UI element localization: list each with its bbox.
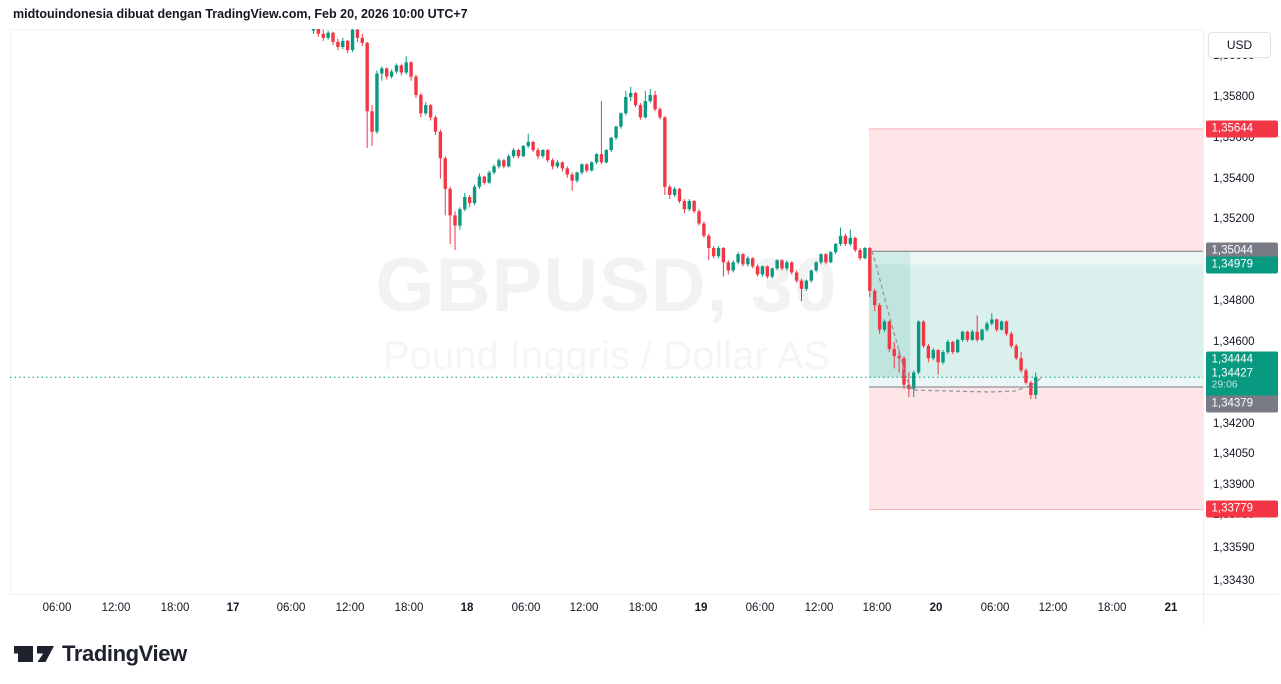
tradingview-logo-icon [14,646,54,662]
time-axis-label: 06:00 [42,602,72,614]
time-axis-label: 19 [694,602,708,614]
time-axis-label: 21 [1164,602,1178,614]
tradingview-logo[interactable]: TradingView [14,641,187,667]
price-badge: 1,35044 [1205,242,1278,260]
price-axis-label: 1,33900 [1213,478,1255,491]
price-axis-separator [1203,29,1204,625]
time-axis-label: 18:00 [628,602,658,614]
time-axis[interactable]: 06:00 12:00 18:00 17 06:00 12:00 18:00 18 06:00 1… [0,595,1281,625]
price-badge: 1,34444 [1205,351,1278,369]
time-axis-label: 12:00 [1038,602,1068,614]
time-axis-label: 06:00 [511,602,541,614]
projection-dashed-path [871,250,1042,393]
position-zone [869,251,1203,265]
price-badge: 1,33779 [1205,500,1278,518]
time-axis-label: 18 [460,602,474,614]
current-price-badge: 1,34427 29:06 [1205,366,1278,398]
time-axis-label: 12:00 [804,602,834,614]
time-axis-label: 12:00 [335,602,365,614]
price-badge: 1,34979 [1205,256,1278,274]
time-axis-label: 17 [226,602,240,614]
time-axis-label: 18:00 [862,602,892,614]
price-axis-label: 1,35200 [1213,213,1255,226]
price-axis-label: 1,34800 [1213,295,1255,308]
price-axis-label: 1,35800 [1213,91,1255,103]
attribution-text: midtouindonesia dibuat dengan TradingVie… [13,7,468,21]
time-axis-label: 20 [929,602,943,614]
price-axis-label: 1,35400 [1213,172,1255,185]
position-zone [869,264,1203,378]
time-axis-label: 06:00 [745,602,775,614]
price-badge: 1,34379 [1205,395,1278,413]
price-lines-layer [10,128,1203,510]
position-zone [869,387,1203,510]
candle-countdown: 29:06 [1211,378,1238,391]
time-axis-label: 18:00 [394,602,424,614]
price-axis-label: 1,34050 [1213,448,1255,461]
time-axis-label: 06:00 [276,602,306,614]
position-zones-layer [869,128,1203,510]
time-axis-label: 06:00 [980,602,1010,614]
candlestick-layer [311,29,1038,400]
time-axis-label: 12:00 [101,602,131,614]
price-axis-label: 1,34600 [1213,335,1255,348]
position-zone [869,128,1203,252]
price-axis[interactable]: 1,360001,358001,356001,354001,352001,348… [1204,29,1281,625]
time-axis-separator [10,594,1278,595]
chart-plot-area[interactable] [10,29,1204,595]
currency-unit-button[interactable]: USD [1208,32,1271,58]
tradingview-logo-text: TradingView [62,641,187,666]
price-axis-label: 1,33590 [1213,542,1255,555]
time-axis-label: 12:00 [569,602,599,614]
price-axis-label: 1,33430 [1213,574,1255,587]
time-axis-label: 18:00 [1097,602,1127,614]
price-badge: 1,35644 [1205,120,1278,138]
time-axis-label: 18:00 [160,602,190,614]
price-axis-label: 1,34200 [1213,417,1255,430]
